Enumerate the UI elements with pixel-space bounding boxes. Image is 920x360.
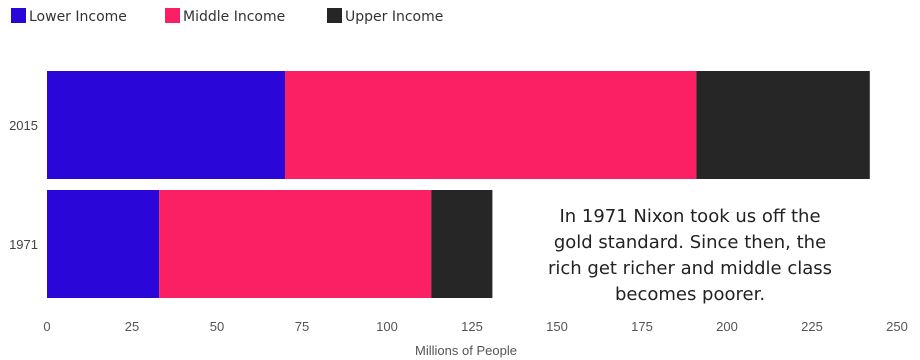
x-axis-ticks: 0 25 50 75 100 125 150 175 200 225 250 [43,319,907,334]
x-tick-label-50: 50 [210,319,224,334]
x-tick-label-150: 150 [546,319,568,334]
annotation-line-2: gold standard. Since then, the [554,232,826,253]
legend-label-upper-income: Upper Income [345,9,443,25]
x-tick-label-125: 125 [461,319,483,334]
annotation-line-1: In 1971 Nixon took us off the [559,206,820,227]
bar-1971-lower-income [47,190,160,298]
x-tick-label-175: 175 [631,319,653,334]
x-tick-label-0: 0 [43,319,50,334]
legend: Lower Income Middle Income Upper Income [11,8,443,25]
bars [47,71,870,298]
bar-2015-middle-income [285,71,697,179]
x-tick-label-225: 225 [801,319,823,334]
bar-2015-upper-income [696,71,870,179]
annotation-line-3: rich get richer and middle class [548,258,832,279]
annotation: In 1971 Nixon took us off the gold standa… [548,206,832,305]
x-tick-label-250: 250 [886,319,908,334]
category-label-2015: 2015 [9,118,38,133]
category-label-1971: 1971 [9,237,38,252]
annotation-line-4: becomes poorer. [615,284,765,305]
bar-2015-lower-income [47,71,285,179]
x-tick-label-200: 200 [716,319,738,334]
legend-swatch-middle-income [165,8,180,23]
x-tick-label-100: 100 [376,319,398,334]
legend-label-middle-income: Middle Income [183,9,285,25]
legend-swatch-upper-income [327,8,342,23]
legend-label-lower-income: Lower Income [29,9,127,25]
x-tick-label-25: 25 [125,319,139,334]
x-tick-label-75: 75 [295,319,309,334]
legend-swatch-lower-income [11,8,26,23]
bar-1971-middle-income [159,190,432,298]
bar-1971-upper-income [431,190,493,298]
x-axis-label: Millions of People [415,343,517,358]
y-axis-categories: 2015 1971 [9,118,38,252]
